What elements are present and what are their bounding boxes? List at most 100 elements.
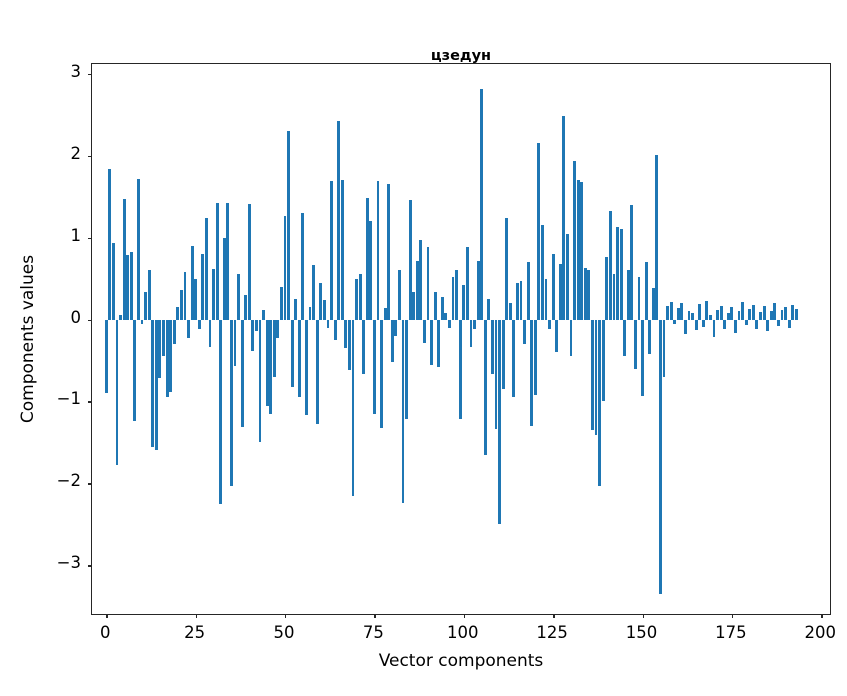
bar (630, 204, 634, 320)
bar (626, 270, 630, 320)
bar (144, 291, 148, 320)
bar (322, 299, 326, 320)
bar (580, 181, 584, 320)
bar (476, 260, 480, 320)
bar (598, 319, 602, 486)
bar (137, 179, 140, 320)
x-tick-mark (106, 614, 108, 618)
x-tick-label: 125 (536, 623, 568, 642)
bar (773, 303, 777, 320)
bar (698, 303, 702, 320)
plot-area (88, 63, 831, 618)
bar (569, 319, 573, 357)
bar (244, 294, 248, 320)
bar (265, 319, 269, 407)
bar (655, 154, 659, 320)
bar (126, 254, 130, 320)
bar (637, 276, 641, 320)
bar (591, 319, 594, 431)
bar (440, 297, 444, 320)
bar (555, 319, 559, 353)
bar (147, 270, 151, 320)
bar (766, 319, 770, 331)
bar (372, 319, 376, 414)
y-tick-mark (88, 237, 92, 239)
bar (158, 319, 162, 379)
bars-container (92, 64, 830, 614)
y-tick-mark (88, 565, 92, 567)
bar (129, 251, 133, 320)
bar (351, 319, 355, 496)
bar (751, 304, 755, 320)
bar (140, 319, 144, 325)
bar (687, 310, 691, 320)
bar (755, 319, 759, 330)
bar (219, 319, 223, 504)
bar (251, 319, 255, 351)
x-tick-label: 0 (100, 623, 111, 642)
x-tick-mark (285, 614, 287, 618)
bar (562, 116, 566, 320)
bar (112, 242, 115, 320)
x-tick-mark (731, 614, 734, 618)
bar (197, 319, 201, 330)
bar (519, 281, 523, 320)
bar (383, 308, 387, 320)
x-tick-label: 50 (273, 623, 295, 642)
bar (694, 319, 698, 331)
bar (387, 183, 391, 320)
x-tick-mark (821, 614, 823, 618)
bar (601, 319, 605, 402)
bar (308, 307, 312, 320)
bar (548, 319, 551, 330)
bar (480, 88, 484, 320)
bar (315, 319, 319, 425)
bar (190, 245, 194, 320)
bar (691, 312, 694, 320)
bar (380, 319, 383, 429)
bar (741, 302, 745, 320)
bar (455, 270, 459, 320)
bar (537, 143, 541, 320)
bar (183, 272, 187, 320)
bar (355, 278, 358, 320)
bar (330, 181, 333, 320)
y-tick-label: −3 (56, 553, 81, 573)
bar (515, 282, 519, 320)
bar (408, 199, 412, 320)
bar (483, 319, 487, 456)
bar (726, 312, 730, 320)
bar (347, 319, 351, 371)
bar (558, 263, 562, 320)
bar (344, 319, 348, 349)
x-tick-mark (195, 614, 197, 618)
bar (762, 306, 766, 320)
bar (415, 260, 419, 320)
x-tick-label: 100 (447, 623, 479, 642)
x-tick-label: 75 (362, 623, 384, 642)
bar (179, 290, 183, 320)
bar (583, 267, 587, 320)
bar (390, 319, 394, 363)
bar (684, 319, 687, 335)
y-tick-mark (88, 73, 92, 76)
bar (169, 319, 173, 392)
bar (272, 319, 276, 377)
y-tick-label: 1 (70, 225, 82, 245)
bar (297, 319, 301, 398)
bar (337, 121, 341, 320)
y-tick-mark (88, 155, 92, 158)
bar (283, 216, 287, 320)
bar (573, 160, 577, 320)
bar (709, 314, 712, 320)
bar (448, 319, 451, 328)
bar (498, 319, 501, 525)
bar (716, 309, 720, 320)
bar (362, 319, 366, 375)
bar (444, 312, 448, 320)
bar (465, 247, 469, 320)
x-tick-mark (374, 614, 376, 618)
bar (508, 303, 512, 320)
bar (512, 319, 516, 398)
bar (276, 319, 280, 339)
